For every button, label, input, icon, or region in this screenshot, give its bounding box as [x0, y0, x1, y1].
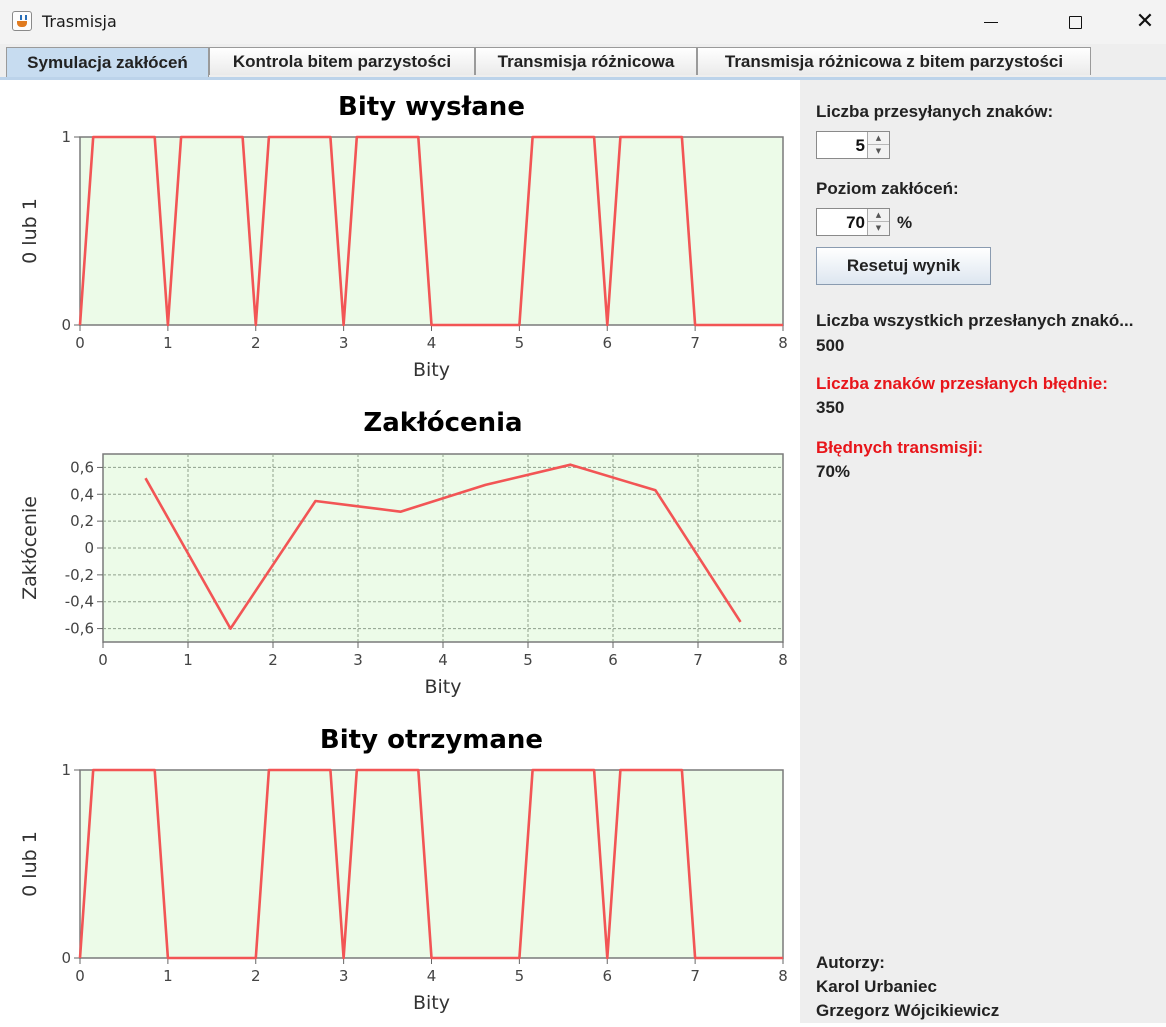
noise-y-tick-label: -0,6 [65, 620, 94, 638]
author-name: Karol Urbaniec [816, 977, 937, 996]
close-button[interactable]: ✕ [1110, 0, 1166, 44]
noise-y-tick-label: -0,2 [65, 566, 94, 584]
spinner-down-icon[interactable]: ▼ [868, 145, 889, 158]
bits-received-chart-title: Bity otrzymane [320, 725, 543, 755]
tab-symulacja-zaklocen[interactable]: Symulacja zakłóceń [6, 47, 209, 77]
noise-chart-title: Zakłócenia [363, 408, 522, 438]
minimize-button[interactable] [956, 0, 1026, 44]
bits-received-x-tick-label: 3 [339, 967, 349, 985]
charts-svg: Bity wysłane 0 1 2 3 4 5 6 7 8 0 1 Bity 0 lub 1 Zakłóc… [19, 92, 788, 1014]
bits-sent-x-tick-label: 8 [778, 334, 788, 352]
bits-sent-y-axis-label: 0 lub 1 [19, 198, 41, 264]
noise-level-label: Poziom zakłóceń: [816, 179, 959, 198]
noise-y-tick-label: 0,4 [70, 485, 94, 503]
noise-x-tick-label: 3 [353, 651, 363, 669]
tab-kontrola-bitem-parzystosci[interactable]: Kontrola bitem parzystości [209, 47, 475, 75]
wrong-chars-label: Liczba znaków przesłanych błędnie: [816, 374, 1108, 393]
bits-received-y-axis-label: 0 lub 1 [19, 831, 41, 897]
bits-received-x-tick-label: 4 [427, 967, 437, 985]
bits-sent-x-tick-label: 2 [251, 334, 261, 352]
bits-sent-series-line [78, 135, 783, 327]
java-app-icon [12, 11, 32, 31]
noise-level-spinner[interactable]: 70 ▲ ▼ [816, 208, 890, 236]
bits-received-x-tick-label: 5 [515, 967, 525, 985]
spinner-up-icon[interactable]: ▲ [868, 209, 889, 222]
minimize-icon [984, 21, 998, 23]
bits-sent-y-tick-label: 1 [61, 128, 71, 146]
bits-sent-y-tick-label: 0 [61, 316, 71, 334]
noise-x-tick-label: 0 [98, 651, 108, 669]
noise-x-tick-label: 8 [778, 651, 788, 669]
bits-received-plot-area [79, 769, 784, 959]
error-rate-value: 70% [816, 462, 851, 481]
chars-count-arrows[interactable]: ▲ ▼ [867, 132, 889, 158]
maximize-icon [1068, 15, 1082, 29]
bits-received-y-tick-label: 0 [61, 949, 71, 967]
percent-sign: % [897, 213, 913, 232]
noise-series-line [144, 463, 742, 630]
noise-x-axis-label: Bity [424, 676, 461, 698]
bits-sent-x-tick-label: 6 [602, 334, 612, 352]
total-chars-value: 500 [816, 336, 845, 355]
bits-received-series-line [78, 768, 783, 960]
noise-y-tick-label: -0,4 [65, 593, 94, 611]
bits-sent-chart-title: Bity wysłane [338, 92, 525, 122]
author-name: Grzegorz Wójcikiewicz [816, 1001, 1000, 1020]
bits-received-x-axis-label: Bity [413, 992, 450, 1014]
close-icon: ✕ [1135, 9, 1155, 34]
wrong-chars-value: 350 [816, 398, 845, 417]
bits-received-x-tick-label: 8 [778, 967, 788, 985]
control-panel: Liczba przesyłanych znaków: 5 ▲ ▼ Poziom… [800, 80, 1166, 1023]
window-title: Trasmisja [42, 12, 117, 31]
bits-received-x-tick-label: 2 [251, 967, 261, 985]
bits-received-x-tick-label: 0 [75, 967, 85, 985]
tab-transmisja-roznicowa[interactable]: Transmisja różnicowa [475, 47, 697, 75]
bits-received-y-tick-label: 1 [61, 761, 71, 779]
error-rate-label: Błędnych transmisji: [816, 438, 984, 457]
bits-sent-x-tick-label: 5 [515, 334, 525, 352]
bits-sent-x-tick-label: 4 [427, 334, 437, 352]
noise-x-tick-label: 4 [438, 651, 448, 669]
maximize-button[interactable] [1040, 0, 1110, 44]
noise-x-tick-label: 5 [523, 651, 533, 669]
charts-panel: Bity wysłane 0 1 2 3 4 5 6 7 8 0 1 Bity 0 lub 1 Zakłóc… [0, 80, 800, 1023]
spinner-down-icon[interactable]: ▼ [868, 222, 889, 235]
title-bar: Trasmisja ✕ [0, 0, 1166, 44]
noise-x-tick-label: 7 [693, 651, 703, 669]
noise-y-tick-label: 0,6 [70, 458, 94, 476]
tab-transmisja-roznicowa-z-bitem[interactable]: Transmisja różnicowa z bitem parzystości [697, 47, 1091, 75]
noise-x-tick-label: 6 [608, 651, 618, 669]
chars-count-value: 5 [855, 136, 865, 155]
bits-received-x-tick-label: 6 [602, 967, 612, 985]
bits-received-x-tick-label: 1 [163, 967, 173, 985]
bits-sent-x-tick-label: 0 [75, 334, 85, 352]
bits-received-x-tick-label: 7 [690, 967, 700, 985]
total-chars-label: Liczba wszystkich przesłanych znakó... [816, 311, 1134, 330]
noise-level-value: 70 [846, 213, 865, 232]
noise-y-tick-label: 0,2 [70, 512, 94, 530]
bits-sent-plot-area [79, 136, 784, 326]
bits-sent-x-tick-label: 1 [163, 334, 173, 352]
noise-y-tick-label: 0 [84, 539, 94, 557]
chars-count-label: Liczba przesyłanych znaków: [816, 102, 1054, 121]
noise-x-tick-label: 1 [183, 651, 193, 669]
bits-sent-x-axis-label: Bity [413, 359, 450, 381]
bits-sent-x-tick-label: 3 [339, 334, 349, 352]
tab-bar: Symulacja zakłóceń Kontrola bitem parzys… [0, 44, 1166, 80]
spinner-up-icon[interactable]: ▲ [868, 132, 889, 145]
bits-sent-x-tick-label: 7 [690, 334, 700, 352]
noise-level-arrows[interactable]: ▲ ▼ [867, 209, 889, 235]
noise-x-tick-label: 2 [268, 651, 278, 669]
authors-label: Autorzy: [816, 953, 885, 972]
chars-count-spinner[interactable]: 5 ▲ ▼ [816, 131, 890, 159]
reset-result-button[interactable]: Resetuj wynik [816, 247, 991, 285]
noise-y-axis-label: Zakłócenie [19, 496, 41, 600]
